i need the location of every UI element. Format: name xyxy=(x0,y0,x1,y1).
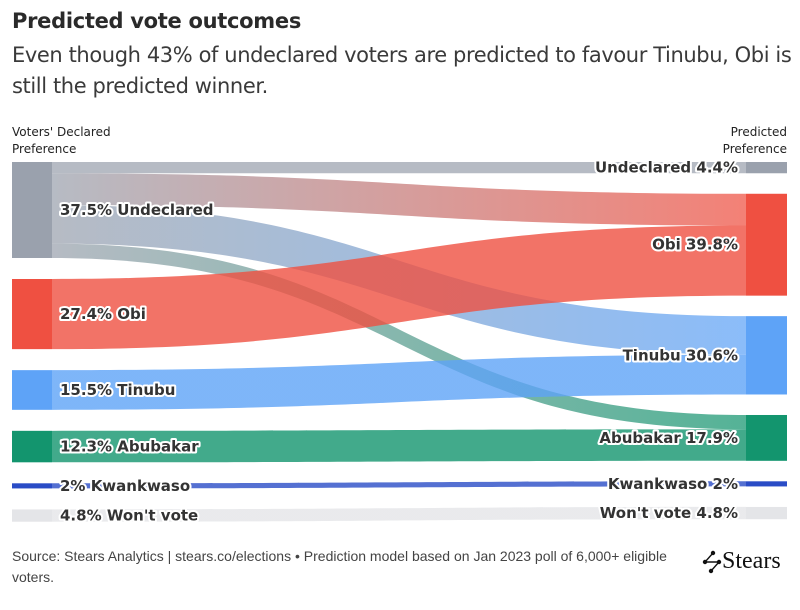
source-label-obi: 27.4% Obi xyxy=(60,305,146,323)
source-node-abubakar xyxy=(12,430,52,463)
target-label-undeclared: Undeclared 4.4% xyxy=(595,159,738,177)
left-axis-label-line1: Voters' Declared xyxy=(12,125,111,139)
target-label-kwankwaso: Kwankwaso 2% xyxy=(608,475,738,493)
target-node-tinubu xyxy=(746,316,787,395)
stears-logo-icon xyxy=(702,550,722,573)
source-footnote: Source: Stears Analytics | stears.co/ele… xyxy=(12,548,667,585)
sankey-chart: Voters' Declared Preference Predicted Pr… xyxy=(12,125,787,527)
flow-obi-to-obi xyxy=(52,225,746,350)
target-label-wontvote: Won't vote 4.8% xyxy=(600,504,738,522)
right-axis-label-line1: Predicted xyxy=(731,125,787,139)
source-label-undeclared: 37.5% Undeclared xyxy=(60,201,214,219)
flow-abubakar-to-abubakar xyxy=(52,429,746,463)
stears-logo-text: Stears xyxy=(722,548,781,574)
flow-undeclared-to-abubakar xyxy=(52,243,746,430)
chart-subtitle: Even though 43% of undeclared voters are… xyxy=(12,43,792,98)
target-node-abubakar xyxy=(746,414,787,461)
left-axis-label-line2: Preference xyxy=(12,142,76,156)
target-label-obi: Obi 39.8% xyxy=(652,236,738,254)
flow-undeclared-to-obi xyxy=(52,173,746,226)
flow-tinubu-to-tinubu xyxy=(52,354,746,410)
source-node-kwankwaso xyxy=(12,483,52,489)
target-node-obi xyxy=(746,193,787,296)
target-label-abubakar: Abubakar 17.9% xyxy=(599,429,738,447)
chart-title: Predicted vote outcomes xyxy=(12,9,302,33)
stears-logo: Stears xyxy=(702,548,781,575)
target-node-kwankwaso xyxy=(746,481,787,487)
source-label-kwankwaso: 2% Kwankwaso xyxy=(60,477,190,495)
source-node-tinubu xyxy=(12,370,52,410)
source-label-abubakar: 12.3% Abubakar xyxy=(60,438,199,456)
target-node-wontvote xyxy=(746,506,787,520)
source-node-obi xyxy=(12,279,52,350)
flow-undeclared-to-undeclared xyxy=(52,162,746,174)
flow-kwankwaso-to-kwankwaso xyxy=(52,481,746,489)
flow-wontvote-to-wontvote xyxy=(52,506,746,522)
right-axis-label-line2: Preference xyxy=(723,142,787,156)
source-label-tinubu: 15.5% Tinubu xyxy=(60,381,175,399)
target-node-undeclared xyxy=(746,162,787,174)
target-label-tinubu: Tinubu 30.6% xyxy=(623,346,738,364)
source-node-wontvote xyxy=(12,509,52,522)
source-node-undeclared xyxy=(12,162,52,258)
source-label-wontvote: 4.8% Won't vote xyxy=(60,507,198,525)
